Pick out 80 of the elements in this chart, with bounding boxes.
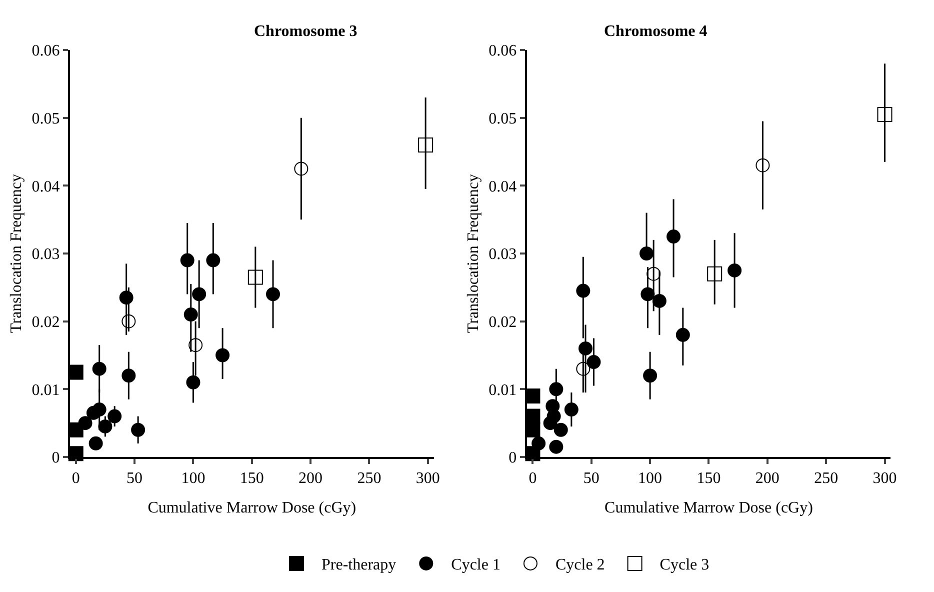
x-tick-label: 150: [696, 470, 721, 488]
point: [78, 416, 92, 430]
x-tick-label: 250: [357, 470, 382, 488]
x-tick-label: 100: [638, 470, 662, 488]
point: [184, 308, 198, 322]
point: [131, 422, 146, 437]
y-tick-label: 0.05: [488, 110, 517, 128]
x-tick-label: 200: [298, 470, 323, 488]
point: [216, 348, 230, 362]
y-tick-label: 0.03: [32, 246, 60, 264]
point: [728, 263, 742, 278]
point: [640, 287, 655, 302]
y-tick-label: 0.06: [32, 42, 60, 60]
point: [108, 409, 122, 424]
x-axis-title: Cumulative Marrow Dose (cGy): [148, 499, 356, 516]
y-tick-label: 0.02: [488, 314, 517, 331]
point: [643, 368, 658, 383]
point: [549, 382, 564, 396]
point: [578, 341, 593, 356]
point: [676, 328, 690, 342]
y-tick-label: 0.04: [32, 178, 60, 196]
chart-title: Chromosome 3: [254, 23, 358, 40]
x-axis-title: Cumulative Marrow Dose (cGy): [604, 499, 813, 516]
legend-label: Cycle 1: [451, 556, 500, 574]
x-tick-label: 0: [72, 470, 80, 488]
point: [188, 338, 203, 352]
chart-title: Chromosome 4: [604, 23, 708, 40]
x-tick-label: 100: [181, 470, 206, 488]
point: [756, 158, 770, 172]
point: [266, 287, 280, 302]
point: [294, 162, 308, 176]
x-tick-label: 50: [126, 470, 143, 488]
point: [549, 440, 564, 454]
x-tick-label: 0: [528, 470, 537, 488]
point: [564, 402, 578, 417]
point: [92, 402, 106, 417]
x-tick-label: 200: [755, 470, 780, 488]
point: [206, 253, 220, 268]
x-tick-label: 300: [416, 470, 440, 488]
legend-label: Cycle 2: [555, 556, 605, 574]
point: [666, 230, 681, 244]
y-axis-title: Translocation Frequency: [8, 174, 26, 333]
point: [586, 355, 601, 370]
x-tick-label: 250: [814, 470, 838, 488]
legend-label: Pre-therapy: [322, 556, 396, 574]
y-tick-label: 0.06: [488, 42, 517, 60]
point: [92, 362, 106, 376]
y-tick-label: 0: [508, 450, 517, 467]
point: [877, 106, 892, 122]
y-axis-title: Translocation Frequency: [465, 174, 482, 333]
y-tick-label: 0.01: [488, 382, 517, 399]
point: [646, 266, 661, 281]
point: [68, 364, 84, 380]
point: [418, 137, 434, 152]
point: [576, 362, 590, 376]
point: [532, 436, 546, 450]
point: [88, 436, 103, 450]
point: [192, 287, 206, 302]
point: [98, 419, 112, 434]
legend-label: Cycle 3: [660, 556, 710, 574]
point: [180, 253, 194, 268]
x-tick-label: 300: [872, 470, 897, 488]
point: [248, 270, 263, 285]
point: [554, 422, 568, 437]
y-tick-label: 0.05: [32, 110, 60, 128]
y-tick-label: 0.04: [488, 178, 517, 196]
point: [122, 368, 136, 383]
point: [122, 314, 136, 328]
point: [186, 375, 200, 390]
x-tick-label: 50: [583, 470, 600, 488]
x-tick-label: 150: [240, 470, 264, 488]
point: [652, 294, 666, 308]
y-tick-label: 0.02: [32, 314, 60, 331]
point: [576, 284, 590, 298]
point: [640, 246, 654, 260]
y-tick-label: 0.03: [488, 246, 517, 264]
point: [707, 266, 722, 282]
y-tick-label: 0.01: [32, 382, 60, 399]
point: [546, 409, 561, 424]
y-tick-label: 0: [52, 450, 60, 467]
